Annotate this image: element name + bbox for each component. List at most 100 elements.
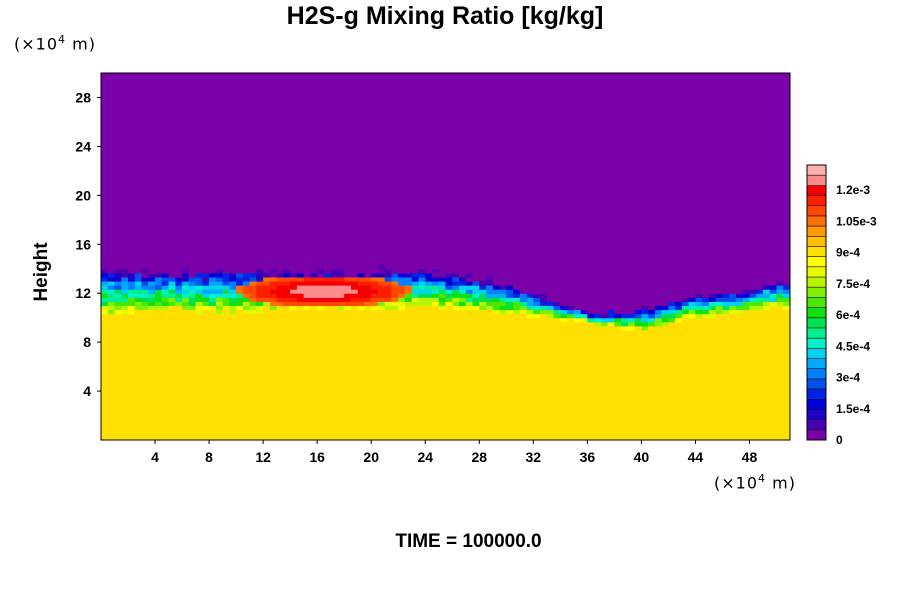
heatmap-cell (101, 431, 109, 437)
heatmap-cell (323, 407, 332, 413)
heatmap-cell (296, 232, 305, 237)
heatmap-cell (128, 435, 136, 440)
heatmap-cell (215, 435, 224, 440)
heatmap-cell (269, 362, 278, 368)
heatmap-cell (215, 162, 224, 168)
heatmap-cell (337, 81, 345, 86)
heatmap-cell (452, 211, 460, 217)
heatmap-cell (188, 134, 197, 139)
heatmap-cell (249, 158, 257, 164)
heatmap-cell (202, 191, 210, 196)
heatmap-cell (330, 223, 339, 229)
heatmap-cell (384, 142, 393, 147)
heatmap-cell (459, 252, 467, 258)
heatmap-cell (411, 411, 420, 417)
heatmap-cell (209, 174, 217, 180)
heatmap-cell (303, 415, 311, 421)
heatmap-cell (459, 317, 467, 323)
heatmap-cell (141, 89, 149, 94)
heatmap-cell (330, 174, 339, 180)
heatmap-cell (425, 113, 433, 119)
heatmap-cell (391, 272, 399, 278)
heatmap-cell (114, 427, 122, 433)
heatmap-cell (323, 97, 332, 103)
heatmap-cell (114, 121, 122, 127)
heatmap-cell (465, 89, 474, 94)
heatmap-cell (215, 101, 224, 107)
heatmap-cell (101, 158, 109, 164)
heatmap-cell (175, 276, 183, 282)
heatmap-cell (175, 309, 183, 315)
heatmap-cell (384, 179, 393, 184)
heatmap-cell (114, 138, 122, 143)
heatmap-cell (175, 297, 183, 302)
heatmap-cell (276, 317, 284, 323)
heatmap-cell (269, 386, 278, 392)
heatmap-cell (371, 366, 379, 372)
heatmap-cell (344, 427, 352, 433)
heatmap-cell (357, 276, 366, 282)
heatmap-cell (101, 174, 109, 180)
heatmap-cell (350, 264, 359, 270)
heatmap-cell (330, 285, 339, 290)
heatmap-cell (283, 73, 291, 78)
heatmap-cell (175, 166, 183, 172)
heatmap-cell (310, 374, 318, 380)
heatmap-cell (141, 227, 149, 233)
heatmap-cell (371, 419, 379, 425)
heatmap-cell (377, 211, 386, 217)
heatmap-cell (195, 179, 203, 184)
heatmap-cell (296, 289, 305, 294)
heatmap-cell (114, 232, 122, 237)
heatmap-cell (404, 289, 413, 294)
heatmap-cell (202, 97, 210, 103)
heatmap-cell (141, 333, 149, 339)
heatmap-cell (391, 166, 399, 172)
heatmap-cell (155, 252, 163, 258)
heatmap-cell (398, 325, 406, 331)
heatmap-cell (391, 121, 399, 127)
heatmap-cell (296, 244, 305, 249)
heatmap-cell (404, 97, 413, 103)
heatmap-cell (330, 333, 339, 339)
heatmap-cell (425, 280, 433, 286)
heatmap-cell (303, 391, 311, 396)
heatmap-cell (438, 370, 447, 376)
heatmap-cell (418, 227, 426, 233)
heatmap-cell (107, 150, 116, 156)
heatmap-cell (411, 93, 420, 99)
heatmap-cell (229, 297, 237, 302)
heatmap-cell (364, 179, 372, 184)
heatmap-cell (317, 199, 325, 205)
heatmap-cell (202, 280, 210, 286)
heatmap-cell (249, 223, 257, 229)
heatmap-cell (249, 329, 257, 335)
heatmap-cell (128, 321, 136, 327)
heatmap-cell (249, 138, 257, 143)
heatmap-cell (141, 346, 149, 351)
heatmap-cell (290, 280, 298, 286)
heatmap-cell (452, 113, 460, 119)
heatmap-cell (323, 411, 332, 417)
heatmap-cell (283, 321, 291, 327)
heatmap-cell (283, 146, 291, 152)
heatmap-cell (337, 244, 345, 249)
heatmap-cell (209, 431, 217, 437)
heatmap-cell (310, 154, 318, 160)
heatmap-cell (384, 321, 393, 327)
heatmap-cell (317, 142, 325, 147)
heatmap-cell (249, 248, 257, 254)
heatmap-cell (425, 399, 433, 404)
heatmap-cell (276, 358, 284, 364)
heatmap-cell (296, 370, 305, 376)
heatmap-cell (202, 435, 210, 440)
heatmap-cell (438, 395, 447, 400)
heatmap-cell (459, 130, 467, 135)
heatmap-cell (411, 362, 420, 368)
heatmap-cell (128, 191, 136, 196)
heatmap-cell (411, 403, 420, 408)
heatmap-cell (263, 399, 271, 404)
heatmap-cell (242, 362, 251, 368)
heatmap-cell (296, 423, 305, 429)
heatmap-cell (141, 350, 149, 355)
